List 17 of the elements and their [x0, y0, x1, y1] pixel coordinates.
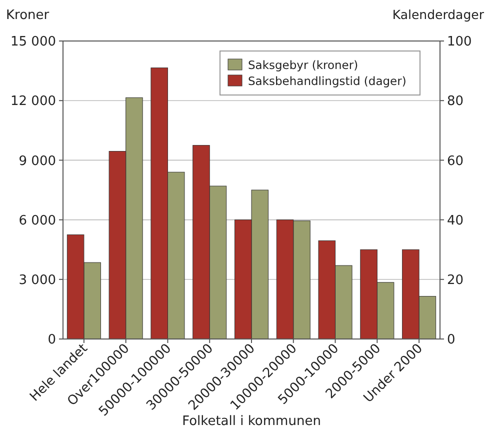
y-tick-label: 0: [48, 332, 56, 348]
x-axis-title: Folketall i kommunen: [182, 414, 321, 429]
y2-tick-label: 40: [447, 213, 464, 228]
y-tick-label: 9 000: [18, 154, 56, 169]
y2-tick-label: 20: [447, 272, 464, 288]
y-axis-title: Kroner: [6, 8, 50, 23]
y-tick-label: 6 000: [18, 213, 56, 228]
legend-label: Saksgebyr (kroner): [248, 58, 358, 72]
y2-tick-label: 0: [447, 332, 456, 348]
legend-label: Saksbehandlingstid (dager): [248, 74, 406, 88]
y-tick-label: 3 000: [18, 272, 56, 288]
y2-axis-title: Kalenderdager: [392, 7, 485, 22]
y2-tick-label: 60: [447, 154, 464, 169]
y-tick-label: 12 000: [10, 94, 56, 110]
y2-tick-label: 80: [447, 94, 464, 110]
y2-tick-label: 100: [447, 34, 472, 50]
y-tick-label: 15 000: [10, 34, 56, 50]
